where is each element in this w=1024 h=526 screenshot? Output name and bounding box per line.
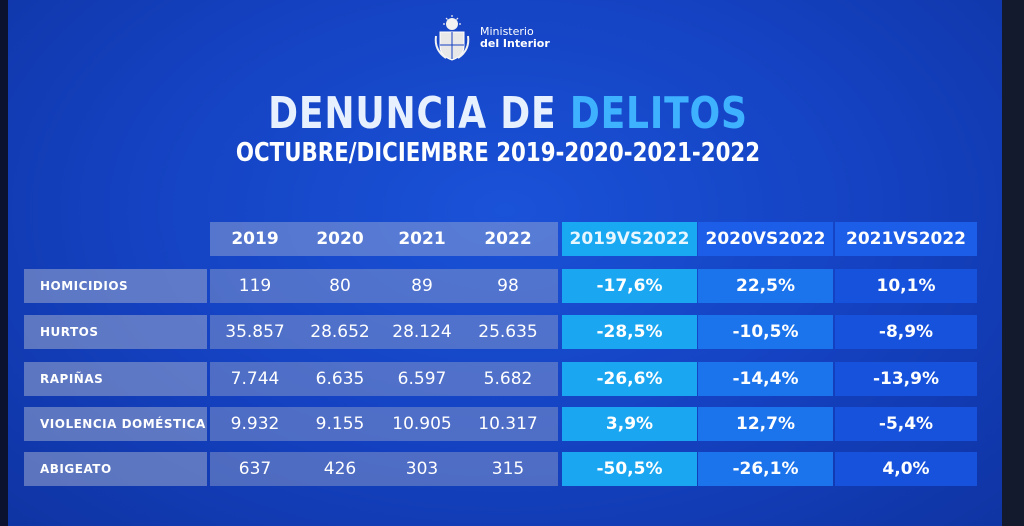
table-cell-value: 315: [491, 459, 525, 479]
table-cell-value: 89: [411, 276, 433, 296]
table-cell-value: 10.317: [478, 414, 538, 434]
comparison-header-2: 2020VS2022: [698, 222, 833, 256]
table-cell-change: -8,9%: [835, 315, 977, 349]
table-cell-change: 3,9%: [562, 407, 697, 441]
year-header-2020: 2020: [316, 229, 364, 249]
table-cell-change: -13,9%: [835, 362, 977, 396]
table-cell-value: 637: [238, 459, 272, 479]
row-label-0: HOMICIDIOS: [24, 269, 207, 303]
ministry-name-line1: Ministerio: [480, 25, 534, 38]
table-cell-value: 6.597: [397, 369, 447, 389]
page-title: DENUNCIA DE DELITOS: [98, 88, 918, 139]
table-cell-change: -14,4%: [698, 362, 833, 396]
year-header-2022: 2022: [484, 229, 532, 249]
table-cell-value: 119: [238, 276, 272, 296]
table-cell-value: 28.124: [392, 322, 452, 342]
table-cell-value: 426: [323, 459, 357, 479]
table-cell-value: 9.932: [230, 414, 280, 434]
table-cell-change: -10,5%: [698, 315, 833, 349]
row-label-3: VIOLENCIA DOMÉSTICA: [24, 407, 207, 441]
table-cell-change: -26,1%: [698, 452, 833, 486]
presentation-screen: Ministerio del Interior DENUNCIA DE DELI…: [8, 0, 1002, 526]
comparison-header-3: 2021VS2022: [835, 222, 977, 256]
table-cell-value: 35.857: [225, 322, 285, 342]
year-header-2021: 2021: [398, 229, 446, 249]
table-cell-change: -17,6%: [562, 269, 697, 303]
page-subtitle: OCTUBRE/DICIEMBRE 2019-2020-2021-2022: [235, 138, 761, 168]
table-cell-value: 80: [329, 276, 351, 296]
table-cell-change: -28,5%: [562, 315, 697, 349]
table-cell-change: -5,4%: [835, 407, 977, 441]
row-label-2: RAPIÑAS: [24, 362, 207, 396]
screen-bezel: [1002, 0, 1024, 526]
row-data-band-0: [210, 269, 558, 303]
comparison-header-1: 2019VS2022: [562, 222, 697, 256]
table-cell-value: 10.905: [392, 414, 452, 434]
ministry-logo: Ministerio del Interior: [432, 14, 550, 62]
row-data-band-2: [210, 362, 558, 396]
row-data-band-3: [210, 407, 558, 441]
table-cell-change: -26,6%: [562, 362, 697, 396]
row-data-band-1: [210, 315, 558, 349]
year-header-2019: 2019: [231, 229, 279, 249]
ministry-name-line2: del Interior: [480, 37, 550, 50]
national-seal-icon: [434, 15, 470, 61]
row-label-4: ABIGEATO: [24, 452, 207, 486]
table-cell-value: 5.682: [483, 369, 533, 389]
row-data-band-4: [210, 452, 558, 486]
table-cell-value: 303: [405, 459, 439, 479]
table-cell-value: 25.635: [478, 322, 538, 342]
table-cell-value: 9.155: [315, 414, 365, 434]
table-cell-change: 4,0%: [835, 452, 977, 486]
table-cell-value: 98: [497, 276, 519, 296]
row-label-1: HURTOS: [24, 315, 207, 349]
title-part1: DENUNCIA DE: [268, 88, 557, 139]
table-cell-change: 22,5%: [698, 269, 833, 303]
table-cell-value: 6.635: [315, 369, 365, 389]
title-part2: DELITOS: [569, 88, 748, 139]
table-cell-change: 12,7%: [698, 407, 833, 441]
table-cell-value: 28.652: [310, 322, 370, 342]
table-cell-change: 10,1%: [835, 269, 977, 303]
table-cell-value: 7.744: [230, 369, 280, 389]
table-cell-change: -50,5%: [562, 452, 697, 486]
year-header-band: [210, 222, 558, 256]
